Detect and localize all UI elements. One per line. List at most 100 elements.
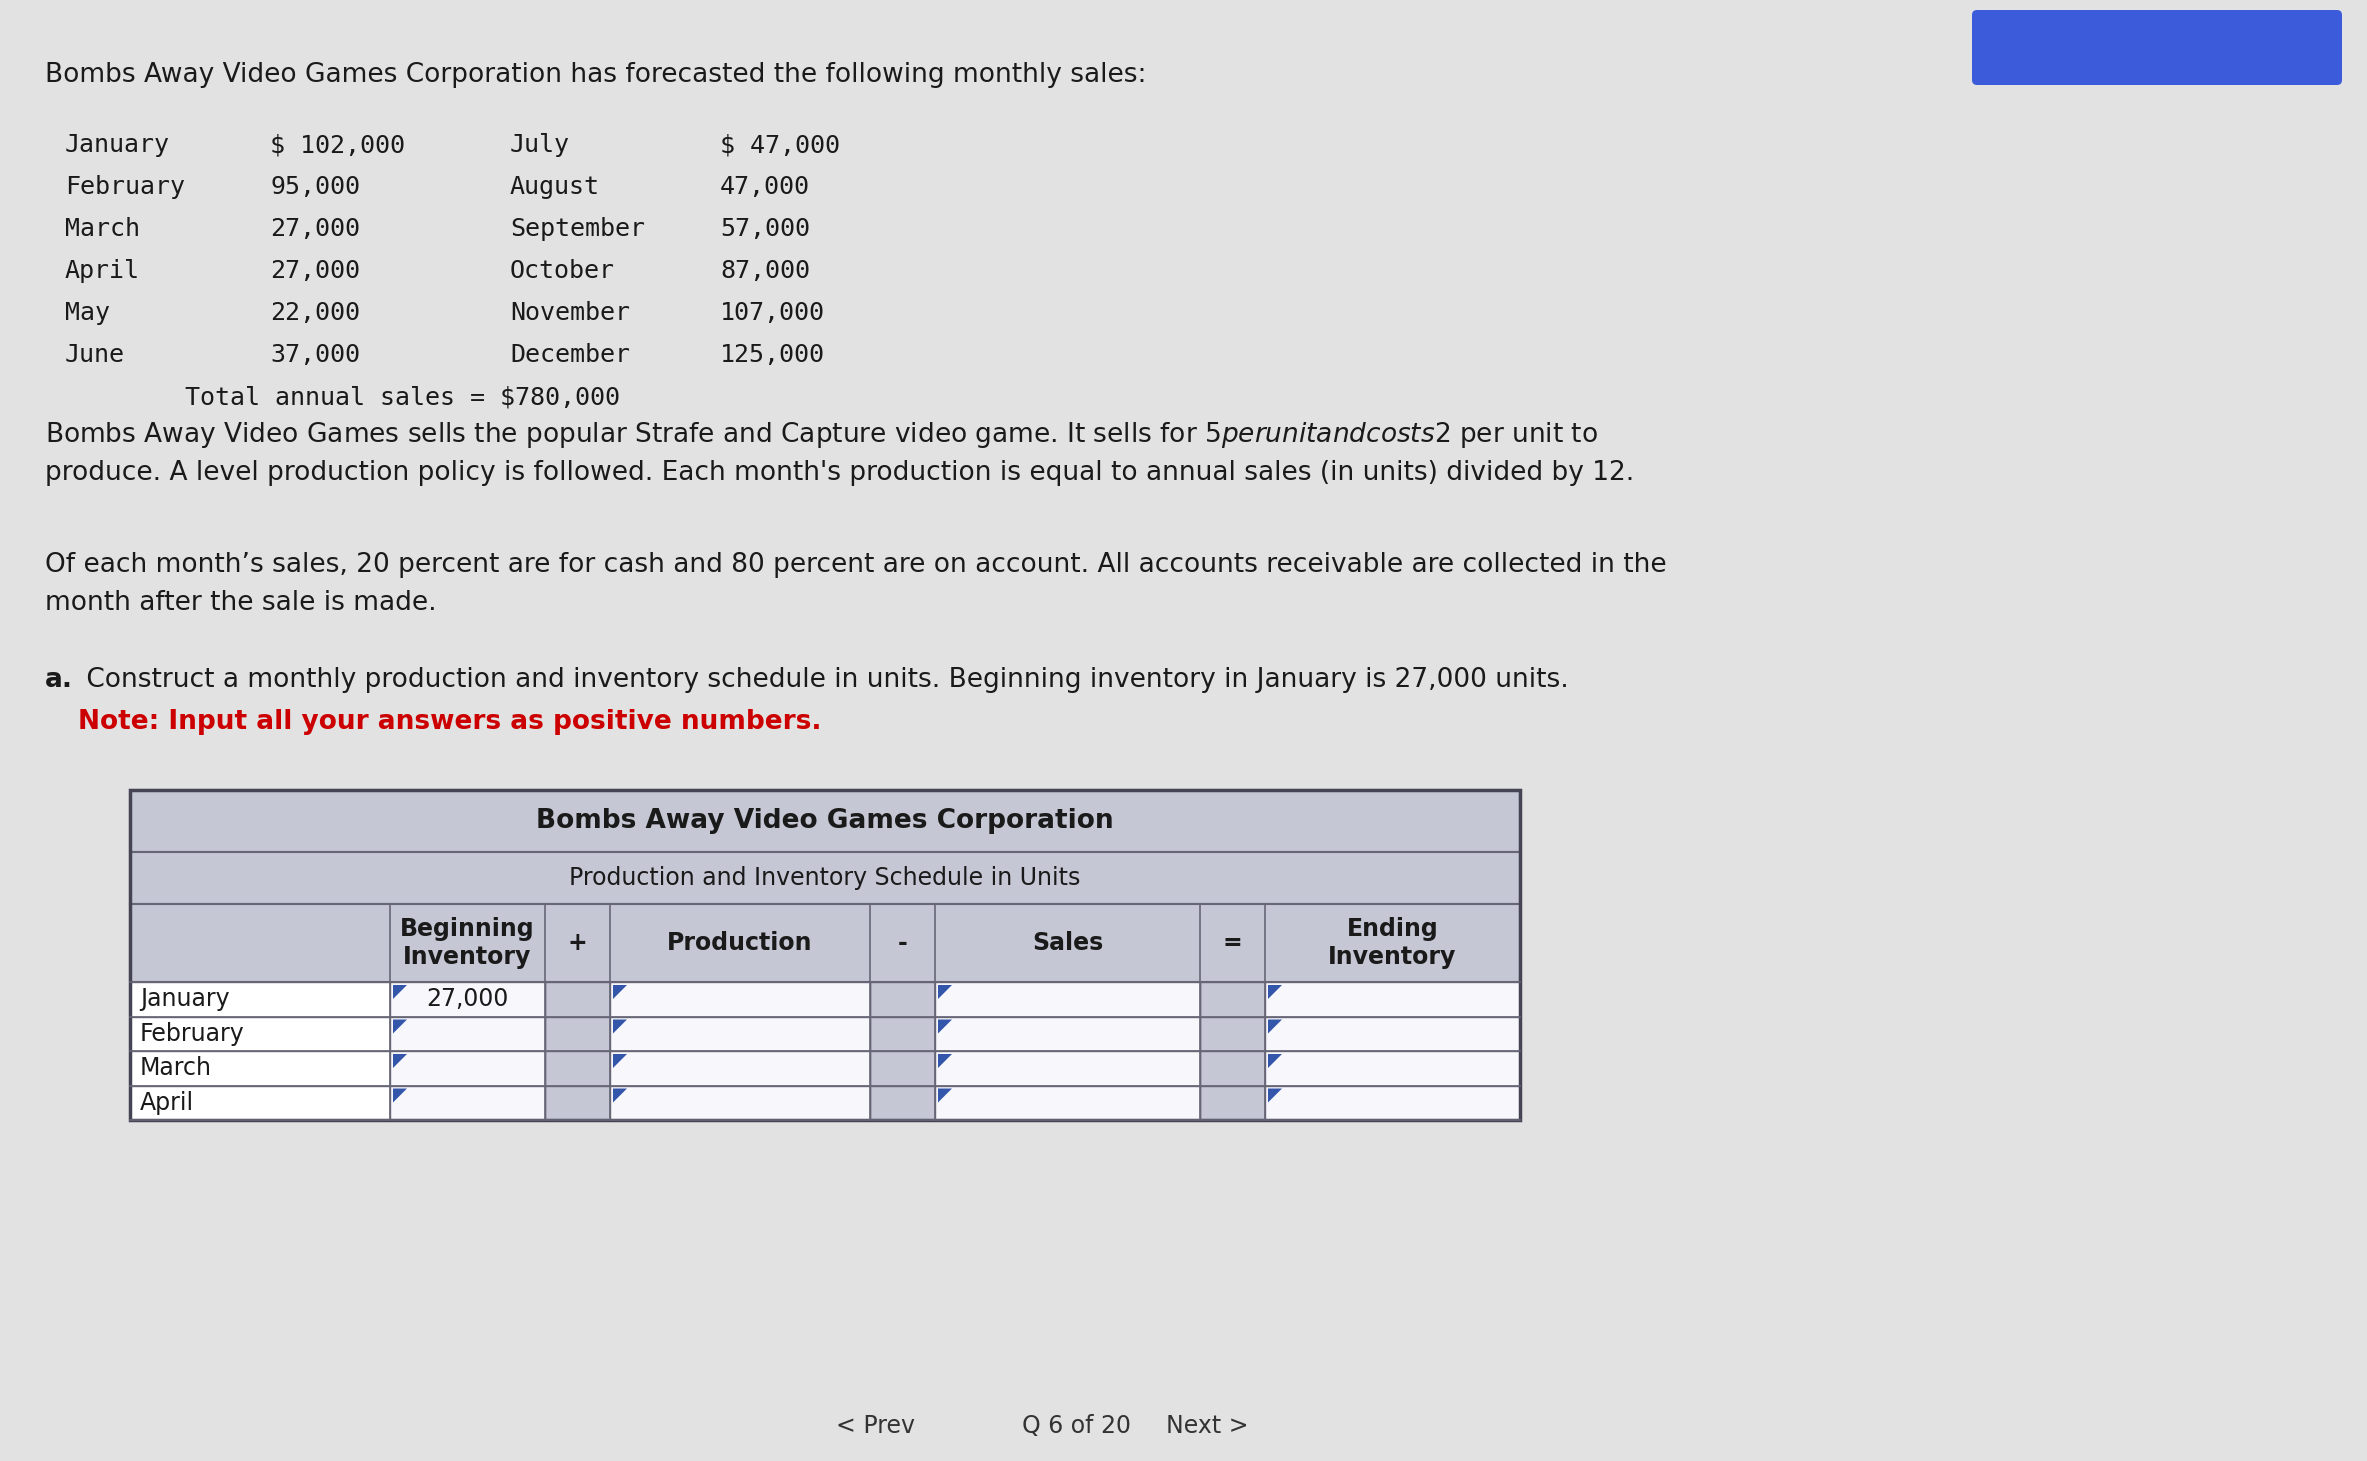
Polygon shape: [937, 1088, 952, 1103]
Text: November: November: [509, 301, 630, 324]
Text: 57,000: 57,000: [720, 218, 810, 241]
Text: Check my work: Check my work: [2045, 35, 2270, 60]
Bar: [871, 1017, 935, 1050]
Text: March: March: [64, 218, 140, 241]
Polygon shape: [1269, 1053, 1283, 1068]
Text: Beginning
Inventory: Beginning Inventory: [400, 918, 535, 969]
Text: January: January: [140, 988, 230, 1011]
Text: Of each month’s sales, 20 percent are for cash and 80 percent are on account. Al: Of each month’s sales, 20 percent are fo…: [45, 552, 1666, 579]
Bar: [544, 1050, 611, 1086]
Bar: [611, 1086, 871, 1121]
Polygon shape: [937, 1053, 952, 1068]
Text: 27,000: 27,000: [270, 218, 360, 241]
Bar: [391, 1017, 544, 1050]
Bar: [611, 982, 871, 1017]
Bar: [130, 1086, 391, 1121]
Text: August: August: [509, 175, 599, 199]
Bar: [935, 1050, 1200, 1086]
Text: Note: Input all your answers as positive numbers.: Note: Input all your answers as positive…: [78, 709, 821, 735]
Bar: [935, 1086, 1200, 1121]
Polygon shape: [613, 1053, 627, 1068]
Text: 95,000: 95,000: [270, 175, 360, 199]
Bar: [391, 1086, 544, 1121]
Bar: [871, 982, 935, 1017]
Text: Bombs Away Video Games Corporation: Bombs Away Video Games Corporation: [537, 808, 1115, 834]
Text: -: -: [897, 931, 907, 955]
Bar: [1200, 1086, 1264, 1121]
Text: 27,000: 27,000: [270, 259, 360, 283]
Bar: [544, 982, 611, 1017]
Bar: [391, 1050, 544, 1086]
Text: 22,000: 22,000: [270, 301, 360, 324]
Text: September: September: [509, 218, 644, 241]
Bar: [1200, 1017, 1264, 1050]
Bar: [1264, 1050, 1520, 1086]
Bar: [935, 1017, 1200, 1050]
FancyBboxPatch shape: [1972, 10, 2341, 85]
Text: April: April: [140, 1091, 194, 1115]
Text: Sales: Sales: [1032, 931, 1103, 955]
Text: 87,000: 87,000: [720, 259, 810, 283]
Bar: [871, 1050, 935, 1086]
Bar: [130, 852, 1520, 904]
Text: February: February: [140, 1021, 244, 1046]
Bar: [935, 982, 1200, 1017]
Polygon shape: [1269, 985, 1283, 999]
Text: $ 47,000: $ 47,000: [720, 133, 840, 156]
Text: 107,000: 107,000: [720, 301, 826, 324]
Text: June: June: [64, 343, 125, 367]
Bar: [130, 904, 1520, 982]
Polygon shape: [937, 1020, 952, 1033]
Polygon shape: [393, 985, 407, 999]
Polygon shape: [393, 1088, 407, 1103]
Polygon shape: [393, 1020, 407, 1033]
Text: Q 6 of 20: Q 6 of 20: [1023, 1414, 1131, 1438]
Text: produce. A level production policy is followed. Each month's production is equal: produce. A level production policy is fo…: [45, 460, 1633, 487]
Text: May: May: [64, 301, 109, 324]
Polygon shape: [1269, 1020, 1283, 1033]
Polygon shape: [613, 985, 627, 999]
Text: 47,000: 47,000: [720, 175, 810, 199]
Polygon shape: [613, 1020, 627, 1033]
Polygon shape: [613, 1088, 627, 1103]
Text: a.: a.: [45, 668, 73, 693]
Text: Total annual sales = $780,000: Total annual sales = $780,000: [185, 386, 620, 409]
Bar: [130, 1050, 391, 1086]
Text: month after the sale is made.: month after the sale is made.: [45, 590, 436, 617]
Text: December: December: [509, 343, 630, 367]
Bar: [544, 1086, 611, 1121]
Text: March: March: [140, 1056, 213, 1080]
Text: $ 102,000: $ 102,000: [270, 133, 405, 156]
Bar: [130, 982, 391, 1017]
Text: January: January: [64, 133, 170, 156]
Text: February: February: [64, 175, 185, 199]
Bar: [544, 1017, 611, 1050]
Text: 27,000: 27,000: [426, 988, 509, 1011]
Text: Bombs Away Video Games Corporation has forecasted the following monthly sales:: Bombs Away Video Games Corporation has f…: [45, 61, 1146, 88]
Text: April: April: [64, 259, 140, 283]
Bar: [130, 790, 1520, 1121]
Polygon shape: [1269, 1088, 1283, 1103]
Text: Next >: Next >: [1167, 1414, 1247, 1438]
Text: 37,000: 37,000: [270, 343, 360, 367]
Bar: [871, 1086, 935, 1121]
Polygon shape: [937, 985, 952, 999]
Text: July: July: [509, 133, 570, 156]
Text: =: =: [1224, 931, 1243, 955]
Text: < Prev: < Prev: [836, 1414, 916, 1438]
Bar: [611, 1050, 871, 1086]
Bar: [611, 1017, 871, 1050]
Bar: [391, 982, 544, 1017]
Text: 125,000: 125,000: [720, 343, 826, 367]
Bar: [1264, 1086, 1520, 1121]
Text: Ending
Inventory: Ending Inventory: [1328, 918, 1456, 969]
Text: Production: Production: [667, 931, 812, 955]
Bar: [1200, 982, 1264, 1017]
Bar: [1200, 1050, 1264, 1086]
Text: Construct a monthly production and inventory schedule in units. Beginning invent: Construct a monthly production and inven…: [78, 668, 1569, 693]
Text: Bombs Away Video Games sells the popular Strafe and Capture video game. It sells: Bombs Away Video Games sells the popular…: [45, 419, 1598, 450]
Bar: [130, 790, 1520, 852]
Bar: [1264, 982, 1520, 1017]
Bar: [1264, 1017, 1520, 1050]
Text: +: +: [568, 931, 587, 955]
